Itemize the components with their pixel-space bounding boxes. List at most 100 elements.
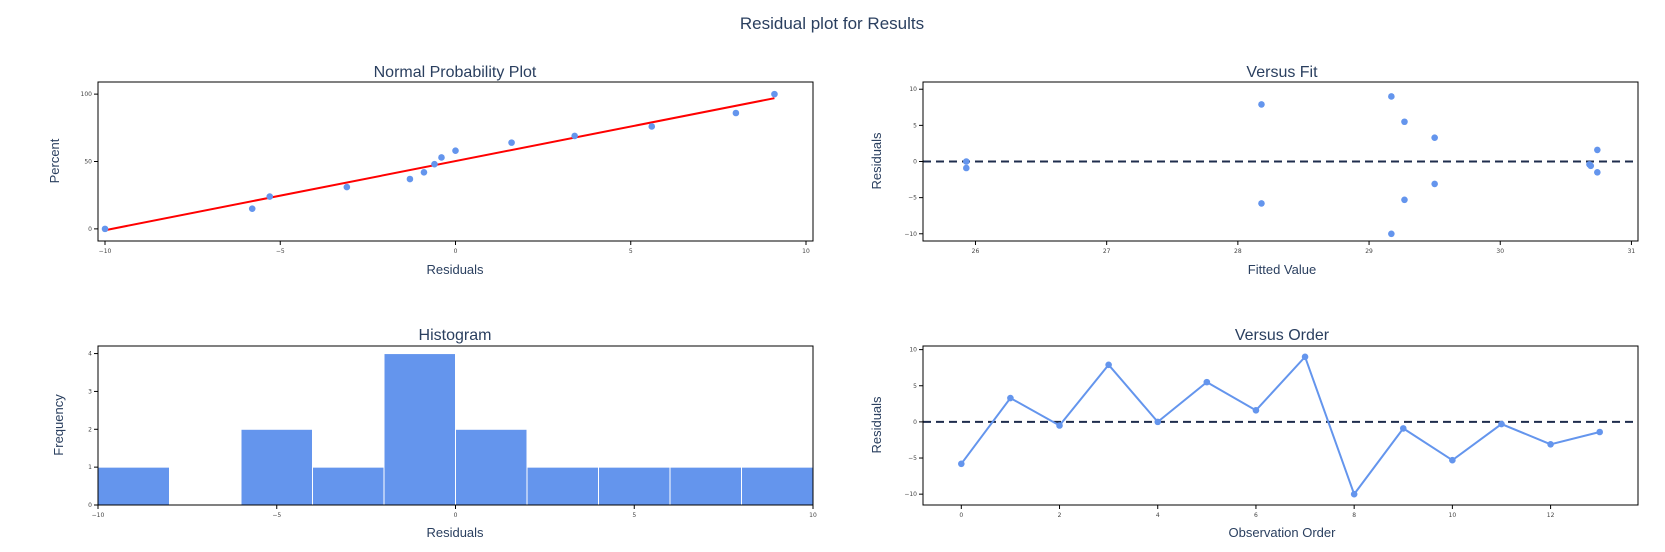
data-point xyxy=(1399,425,1407,432)
data-point xyxy=(406,175,414,183)
data-point xyxy=(962,164,970,172)
x-tick-label: 0 xyxy=(454,248,458,255)
histogram-panel: Histogram Residuals Frequency −10 −5 0 5 10 0… xyxy=(51,327,817,540)
x-tick-label: 2 xyxy=(1058,512,1062,519)
x-tick-label: 10 xyxy=(802,248,810,255)
x-tick-label: 12 xyxy=(1547,512,1555,519)
data-point xyxy=(1105,361,1112,369)
data-point xyxy=(1594,169,1601,176)
data-point xyxy=(1449,456,1456,464)
data-point xyxy=(438,154,445,161)
fit-line xyxy=(104,97,775,232)
x-tick-label: 29 xyxy=(1365,248,1373,255)
data-point xyxy=(1401,196,1408,204)
data-point xyxy=(248,205,256,212)
x-tick-label: 5 xyxy=(632,512,636,519)
data-point xyxy=(1401,118,1408,126)
data-point xyxy=(732,109,740,117)
y-tick-label: 10 xyxy=(909,347,917,354)
data-point xyxy=(958,460,965,468)
histogram-bar xyxy=(383,353,456,506)
data-point xyxy=(508,139,515,146)
histogram-bar xyxy=(526,466,599,506)
versus-fit-ylabel: Residuals xyxy=(869,132,884,190)
x-tick-label: 4 xyxy=(1156,512,1160,519)
x-tick-label: 30 xyxy=(1496,248,1504,255)
data-point xyxy=(266,193,274,200)
data-point xyxy=(648,123,656,130)
data-point xyxy=(101,225,109,233)
versus-fit-area: 26 27 28 29 30 31 −10 −5 0 5 10 xyxy=(904,81,1639,255)
data-point xyxy=(1301,353,1309,361)
x-tick-label: −5 xyxy=(272,512,281,519)
versus-fit-xlabel: Fitted Value xyxy=(1248,262,1316,277)
data-point xyxy=(420,168,428,176)
normal-probability-panel: Normal Probability Plot Residuals Percen… xyxy=(47,64,814,277)
series-line xyxy=(960,354,1600,497)
x-tick-label: −5 xyxy=(276,248,285,255)
histogram-ylabel: Frequency xyxy=(51,394,66,456)
data-point xyxy=(1388,230,1395,238)
figure-title: Residual plot for Results xyxy=(740,14,924,33)
data-point xyxy=(1007,394,1014,402)
histogram-bar xyxy=(312,466,385,506)
versus-fit-title: Versus Fit xyxy=(1246,64,1318,81)
data-point xyxy=(1431,180,1438,188)
versus-order-ylabel: Residuals xyxy=(869,396,884,454)
data-point xyxy=(1431,134,1438,141)
data-point xyxy=(1350,490,1358,498)
y-tick-label: 0 xyxy=(913,419,917,426)
data-point xyxy=(1594,146,1601,154)
normal-plot-ylabel: Percent xyxy=(47,138,62,183)
data-point xyxy=(431,160,438,168)
x-tick-label: 8 xyxy=(1352,512,1356,519)
x-tick-label: −10 xyxy=(92,512,105,519)
versus-order-xlabel: Observation Order xyxy=(1229,525,1337,540)
data-point xyxy=(771,90,778,98)
histogram-title: Histogram xyxy=(419,327,492,344)
histogram-area: −10 −5 0 5 10 0 1 2 3 4 xyxy=(88,345,817,519)
x-tick-label: 26 xyxy=(972,248,980,255)
y-tick-label: 0 xyxy=(88,502,92,509)
x-tick-label: 5 xyxy=(629,248,633,255)
data-point xyxy=(1498,420,1505,428)
data-point xyxy=(1388,93,1395,100)
x-tick-label: 6 xyxy=(1254,512,1258,519)
x-tick-label: 0 xyxy=(959,512,963,519)
histogram-bar xyxy=(97,466,170,506)
histogram-xlabel: Residuals xyxy=(426,525,484,540)
y-tick-label: 2 xyxy=(88,426,92,433)
normal-plot-title: Normal Probability Plot xyxy=(374,64,537,81)
data-point xyxy=(1203,378,1211,386)
data-point xyxy=(962,158,970,165)
data-point xyxy=(343,183,351,191)
histogram-bar xyxy=(240,428,313,506)
y-tick-label: 0 xyxy=(913,159,917,166)
y-tick-label: −10 xyxy=(904,231,917,238)
x-tick-label: 0 xyxy=(454,512,458,519)
data-point xyxy=(1258,101,1265,108)
x-tick-label: 10 xyxy=(1449,512,1457,519)
versus-order-panel: Versus Order Observation Order Residuals… xyxy=(869,327,1639,540)
data-point xyxy=(1252,407,1260,414)
y-tick-label: −5 xyxy=(908,455,917,462)
x-tick-label: 10 xyxy=(809,512,817,519)
data-point xyxy=(1154,418,1162,426)
y-tick-label: −5 xyxy=(908,195,917,202)
y-tick-label: 50 xyxy=(84,159,92,166)
data-point xyxy=(1587,162,1595,170)
data-point xyxy=(1596,428,1603,436)
histogram-bar xyxy=(598,466,671,506)
y-tick-label: 0 xyxy=(88,226,92,233)
x-tick-label: 28 xyxy=(1234,248,1242,255)
plot-frame xyxy=(922,345,1639,506)
versus-order-area: 0 2 4 6 8 10 12 −10 −5 0 5 10 xyxy=(904,345,1639,519)
y-tick-label: −10 xyxy=(904,491,917,498)
x-tick-label: 27 xyxy=(1103,248,1111,255)
x-tick-label: −10 xyxy=(99,248,112,255)
histogram-bar xyxy=(741,466,814,506)
y-tick-label: 100 xyxy=(81,91,93,98)
data-point xyxy=(452,147,459,155)
